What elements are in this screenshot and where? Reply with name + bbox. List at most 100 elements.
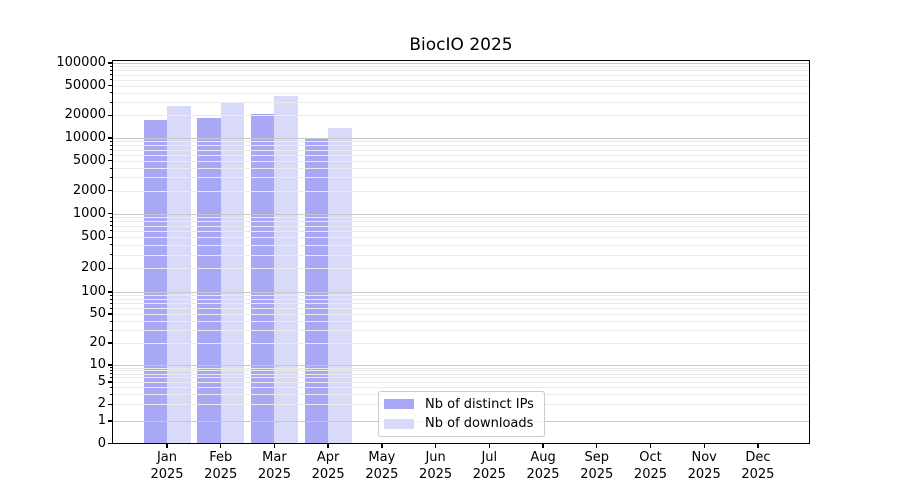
x-tick-month: Aug: [530, 450, 556, 465]
gridline-minor: [112, 160, 810, 162]
gridline-minor: [112, 102, 810, 104]
y-tick-mark: [108, 236, 112, 238]
y-tick-label: 10000: [64, 130, 106, 145]
x-tick-month: Sep: [584, 450, 609, 465]
gridline-minor: [112, 79, 810, 81]
legend-swatch-downloads: [384, 418, 414, 429]
y-minor-tick-mark: [109, 369, 112, 371]
bar-downloads-feb: [220, 102, 245, 444]
y-tick-label: 20: [89, 335, 106, 351]
gridline-minor: [112, 303, 810, 305]
gridline-minor: [112, 367, 810, 369]
gridline-minor: [112, 381, 810, 383]
y-tick-label: 5: [97, 373, 106, 389]
x-tick-label: Sep 2025: [565, 450, 629, 483]
bar-downloads-jan: [167, 106, 191, 444]
legend: Nb of distinct IPs Nb of downloads: [378, 391, 545, 437]
y-tick-mark: [108, 420, 112, 422]
y-minor-tick-mark: [109, 149, 112, 151]
x-tick-mark: [488, 443, 490, 448]
gridline-minor: [112, 190, 810, 192]
gridline-minor: [112, 230, 810, 232]
y-minor-tick-mark: [109, 176, 112, 178]
y-tick-mark: [108, 212, 112, 215]
x-tick-year: 2025: [365, 466, 399, 482]
x-tick-mark: [596, 443, 598, 448]
y-minor-tick-mark: [109, 140, 112, 142]
y-minor-tick-mark: [109, 393, 112, 395]
legend-item-distinct-ips: Nb of distinct IPs: [384, 397, 544, 412]
y-tick-mark: [108, 137, 112, 139]
gridline-minor: [112, 254, 810, 256]
x-tick-month: Nov: [691, 450, 717, 465]
gridline-minor: [112, 244, 810, 246]
gridline-minor: [112, 141, 810, 143]
y-tick-mark: [108, 84, 112, 87]
x-tick-month: Jul: [481, 450, 498, 465]
x-tick-label: Aug 2025: [511, 450, 575, 483]
y-tick-label: 1: [97, 413, 106, 428]
y-tick-label: 5000: [72, 152, 106, 168]
y-tick-mark: [108, 190, 112, 192]
plot-area: [112, 60, 810, 444]
y-tick-label: 50000: [64, 77, 106, 93]
y-tick-mark: [108, 160, 112, 162]
y-tick-label: 100: [81, 284, 106, 299]
y-tick-label: 100000: [56, 55, 106, 70]
x-tick-mark: [220, 443, 222, 448]
bar-downloads-apr: [328, 128, 352, 444]
x-tick-label: Apr 2025: [296, 450, 360, 483]
y-minor-tick-mark: [109, 373, 112, 375]
legend-swatch-distinct-ips: [384, 399, 414, 410]
x-tick-label: Jul 2025: [457, 450, 521, 483]
bar-distinct-ips-apr: [304, 139, 329, 444]
x-tick-label: Mar 2025: [242, 450, 306, 483]
x-tick-year: 2025: [150, 466, 184, 482]
y-minor-tick-mark: [109, 69, 112, 71]
gridline-minor: [112, 268, 810, 270]
gridline-minor: [112, 168, 810, 170]
gridline-minor: [112, 343, 810, 345]
y-tick-label: 2000: [72, 182, 106, 198]
y-minor-tick-mark: [109, 220, 112, 222]
gridline-minor: [112, 145, 810, 147]
x-tick-month: May: [368, 450, 396, 465]
x-tick-mark: [327, 443, 329, 448]
gridline-minor: [112, 377, 810, 379]
x-tick-month: Feb: [209, 450, 233, 465]
x-tick-label: Jan 2025: [135, 450, 199, 483]
gridline-major: [112, 63, 810, 64]
y-tick-mark: [108, 442, 112, 445]
y-minor-tick-mark: [109, 74, 112, 76]
y-minor-tick-mark: [109, 244, 112, 246]
y-minor-tick-mark: [109, 154, 112, 156]
x-tick-year: 2025: [472, 466, 506, 482]
y-minor-tick-mark: [109, 298, 112, 300]
x-tick-year: 2025: [526, 466, 560, 482]
gridline-minor: [112, 85, 810, 87]
x-tick-year: 2025: [419, 466, 453, 482]
y-minor-tick-mark: [109, 101, 112, 103]
gridline-minor: [112, 177, 810, 179]
x-tick-month: Jun: [425, 450, 446, 465]
y-tick-label: 500: [81, 229, 106, 245]
legend-item-downloads: Nb of downloads: [384, 416, 544, 431]
legend-label-distinct-ips: Nb of distinct IPs: [425, 396, 534, 412]
y-minor-tick-mark: [109, 225, 112, 227]
y-tick-mark: [108, 313, 112, 315]
gridline-major: [112, 365, 810, 366]
y-tick-mark: [108, 381, 112, 383]
y-minor-tick-mark: [109, 376, 112, 378]
x-tick-mark: [434, 443, 437, 448]
bar-downloads-mar: [274, 96, 298, 444]
y-minor-tick-mark: [109, 294, 112, 296]
x-tick-year: 2025: [204, 466, 238, 482]
x-tick-month: Apr: [316, 450, 340, 465]
x-tick-mark: [542, 443, 544, 448]
y-minor-tick-mark: [109, 65, 112, 67]
gridline-major: [112, 213, 810, 215]
x-tick-mark: [757, 443, 759, 448]
y-tick-label: 200: [81, 260, 106, 276]
gridline-minor: [112, 74, 810, 76]
